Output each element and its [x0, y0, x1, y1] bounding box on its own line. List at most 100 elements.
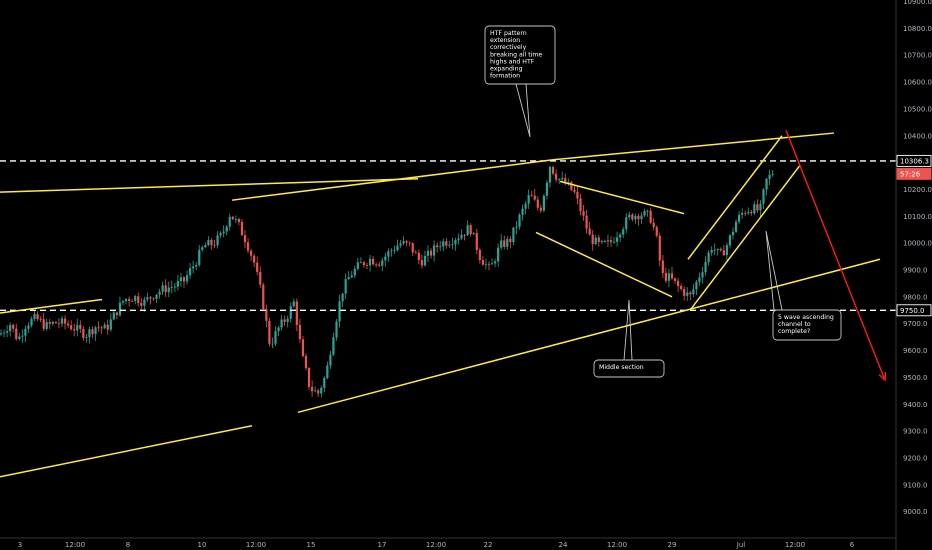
candle-body — [237, 219, 240, 223]
candle-body — [134, 296, 137, 302]
candle-body — [54, 322, 57, 323]
trendline — [0, 424, 253, 478]
price-tag-box — [896, 154, 932, 167]
candle-body — [460, 234, 463, 239]
candle-body — [189, 268, 192, 276]
candle-body — [268, 320, 271, 344]
candle-body — [158, 291, 161, 295]
candle-body — [487, 263, 491, 265]
y-tick-label: 9600.0 — [903, 347, 928, 355]
candle-body — [594, 237, 597, 245]
candle-body — [622, 229, 625, 235]
callout-text-line: breaking all time — [490, 51, 542, 58]
candle-body — [625, 217, 628, 230]
candle-body — [314, 390, 317, 392]
candle-body — [539, 207, 542, 211]
candle-body — [234, 219, 237, 220]
candle-body — [612, 241, 616, 243]
candle-body — [356, 262, 359, 269]
candle-body — [731, 231, 735, 236]
x-tick-label: 12:00 — [246, 541, 266, 549]
price-axis[interactable]: 9000.0 9100.0 9200.0 9300.0 9400.0 9500.0 9600… — [895, 0, 932, 550]
candle-body — [192, 266, 195, 269]
annotation-callout: HTF patternextensioncorrectivelybreaking… — [484, 25, 556, 138]
price-tag-label: 57:26 — [900, 170, 921, 178]
candle-body — [222, 231, 225, 234]
x-tick-label: 6 — [850, 541, 855, 549]
trendline — [231, 159, 553, 201]
price-tag-box — [896, 304, 932, 317]
candle-body — [756, 204, 759, 211]
candle-body — [628, 214, 631, 218]
candle-body — [259, 271, 262, 285]
candle-body — [286, 318, 289, 322]
time-axis[interactable]: 3 12:00 8 10 12:00 15 17 12:00 22 24 12:00 29 Jul 12:… — [0, 537, 896, 549]
candle-body — [509, 238, 512, 243]
candle-body — [408, 242, 411, 244]
callout-text-line: Middle section — [599, 364, 644, 371]
candle-body — [82, 328, 85, 338]
candle-body — [728, 235, 732, 246]
candle-body — [2, 332, 6, 334]
candle-body — [378, 264, 381, 266]
annotations-layer: HTF patternextensioncorrectivelybreaking… — [484, 25, 842, 378]
candle-body — [103, 324, 106, 329]
y-tick-label: 9400.0 — [903, 401, 928, 409]
candle-body — [24, 328, 27, 336]
candle-body — [411, 243, 414, 253]
candle-body — [744, 212, 747, 214]
candle-body — [30, 318, 33, 326]
trendline — [297, 258, 881, 414]
candle-body — [640, 215, 643, 220]
candle-body — [347, 277, 350, 280]
candle-body — [515, 226, 518, 228]
y-tick-label: 9300.0 — [903, 428, 928, 436]
annotation-callout: Middle section — [593, 299, 665, 378]
candle-body — [115, 312, 118, 316]
y-tick-label: 9900.0 — [903, 267, 928, 275]
candle-body — [414, 252, 417, 254]
candle-body — [185, 275, 189, 282]
candle-body — [734, 221, 738, 232]
candle-body — [637, 215, 640, 220]
candle-body — [88, 329, 91, 338]
candle-body — [265, 308, 268, 321]
candle-body — [713, 249, 716, 251]
candle-body — [570, 182, 573, 190]
candle-body — [405, 241, 408, 243]
x-tick-label: 17 — [378, 541, 387, 549]
candle-body — [439, 246, 442, 248]
y-tick-label: 10700.0 — [903, 52, 932, 60]
candle-body — [631, 214, 634, 220]
candle-body — [518, 214, 521, 227]
y-tick-label: 9700.0 — [903, 320, 928, 328]
trendline — [551, 132, 835, 161]
candle-body — [216, 235, 219, 246]
candle-body — [564, 178, 567, 184]
candle-body — [36, 314, 39, 320]
candle-body — [326, 365, 329, 379]
candle-body — [457, 238, 460, 241]
candle-body — [311, 386, 314, 392]
x-tick-label: 12:00 — [785, 541, 805, 549]
candle-body — [295, 301, 298, 326]
candle-body — [399, 243, 402, 246]
candle-body — [530, 195, 533, 196]
candle-body — [576, 191, 579, 199]
x-tick-label: 12:00 — [607, 541, 627, 549]
candle-body — [42, 319, 45, 329]
candle-body — [497, 247, 500, 262]
candle-body — [420, 260, 423, 266]
candle-body — [85, 337, 88, 338]
candle-body — [94, 327, 97, 335]
candle-body — [466, 225, 469, 236]
candle-body — [561, 178, 564, 180]
callout-text-line: correctively — [490, 44, 527, 51]
candle-body — [667, 273, 671, 281]
candle-body — [219, 233, 222, 236]
projection-layer — [785, 130, 887, 382]
y-tick-label: 10200.0 — [903, 186, 932, 194]
